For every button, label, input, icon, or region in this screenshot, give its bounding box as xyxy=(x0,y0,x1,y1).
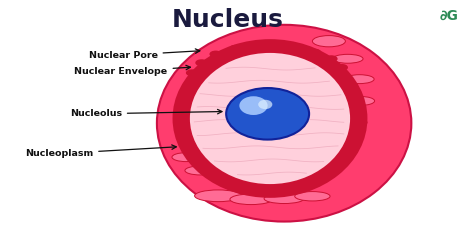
Ellipse shape xyxy=(264,194,304,204)
Ellipse shape xyxy=(312,36,346,47)
Circle shape xyxy=(187,70,198,76)
Ellipse shape xyxy=(195,190,242,202)
Circle shape xyxy=(274,170,289,177)
Ellipse shape xyxy=(295,191,330,201)
Ellipse shape xyxy=(345,75,374,84)
Circle shape xyxy=(210,51,221,57)
Circle shape xyxy=(196,153,210,160)
Ellipse shape xyxy=(172,153,200,162)
Circle shape xyxy=(345,111,360,119)
Circle shape xyxy=(338,129,353,136)
Ellipse shape xyxy=(338,118,367,127)
Ellipse shape xyxy=(258,100,273,109)
Text: Nucleus: Nucleus xyxy=(172,9,283,32)
Circle shape xyxy=(211,165,227,173)
Text: Nucleolus: Nucleolus xyxy=(70,109,222,118)
Ellipse shape xyxy=(346,96,374,105)
Ellipse shape xyxy=(178,45,362,192)
Circle shape xyxy=(345,92,360,100)
Circle shape xyxy=(241,171,256,179)
Circle shape xyxy=(208,60,223,67)
Circle shape xyxy=(302,160,318,168)
Circle shape xyxy=(265,56,280,63)
Circle shape xyxy=(230,46,241,51)
Ellipse shape xyxy=(185,166,216,175)
Ellipse shape xyxy=(190,53,350,184)
Text: Nuclear Pore: Nuclear Pore xyxy=(89,49,200,60)
Circle shape xyxy=(184,81,196,87)
Circle shape xyxy=(326,56,337,62)
Circle shape xyxy=(336,65,347,70)
Ellipse shape xyxy=(216,174,246,182)
Ellipse shape xyxy=(332,54,363,63)
Circle shape xyxy=(310,66,326,73)
Ellipse shape xyxy=(308,155,340,164)
Text: Nucleoplasm: Nucleoplasm xyxy=(25,145,176,158)
Circle shape xyxy=(324,145,339,153)
Circle shape xyxy=(196,60,207,66)
Ellipse shape xyxy=(284,169,317,178)
Circle shape xyxy=(332,77,347,85)
Circle shape xyxy=(309,49,320,55)
Ellipse shape xyxy=(226,88,309,140)
Circle shape xyxy=(288,46,299,51)
Ellipse shape xyxy=(239,96,268,115)
Circle shape xyxy=(339,74,350,80)
Text: ∂G: ∂G xyxy=(439,9,458,23)
Circle shape xyxy=(238,55,253,63)
Ellipse shape xyxy=(252,176,283,185)
Circle shape xyxy=(286,61,301,68)
Ellipse shape xyxy=(157,25,411,222)
Circle shape xyxy=(264,44,276,49)
Ellipse shape xyxy=(325,137,356,146)
Text: Nuclear Envelope: Nuclear Envelope xyxy=(74,65,191,76)
Ellipse shape xyxy=(230,194,273,205)
